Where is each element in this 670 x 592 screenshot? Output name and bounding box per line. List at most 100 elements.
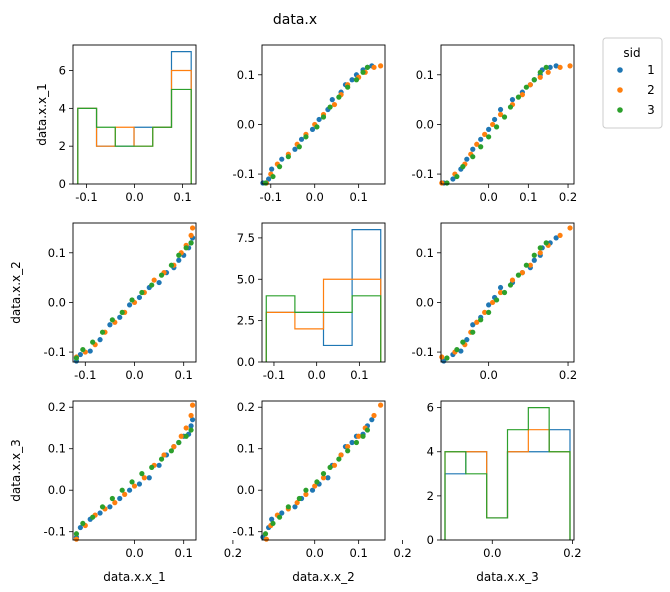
point-sid-3-13 — [364, 427, 371, 433]
legend-marker-sid-2 — [617, 87, 623, 93]
panel-x_3-vs-x_2: -0.1 0.0 0.1 0.2 0.0 0.1 0.2 — [233, 400, 412, 560]
point-sid-3-10 — [523, 262, 529, 268]
point-sid-3-5 — [303, 134, 309, 140]
point-sid-3-12 — [360, 433, 366, 439]
axes-frame — [72, 44, 197, 185]
point-sid-3-1 — [454, 173, 460, 180]
point-sid-3-5 — [486, 134, 492, 140]
y-tick-label: 0.1 — [416, 68, 434, 82]
point-sid-3-7 — [501, 114, 508, 120]
x-axis-label: data.x.x_1 — [103, 570, 166, 584]
axes-frame — [261, 222, 386, 363]
point-sid-2-9 — [519, 270, 525, 276]
point-sid-1-8 — [325, 475, 331, 481]
point-sid-3-11 — [176, 252, 182, 258]
legend-box — [602, 37, 663, 129]
point-sid-1-6 — [486, 126, 492, 132]
point-sid-3-6 — [314, 124, 320, 130]
point-sid-3-12 — [537, 69, 543, 75]
y-tick-label: -0.1 — [233, 167, 255, 181]
point-sid-1-12 — [531, 257, 537, 263]
y-tick-label: 2.5 — [237, 314, 255, 328]
point-sid-1-15 — [547, 64, 553, 70]
x-tick-label: 0.1 — [175, 368, 193, 382]
point-sid-1-1 — [77, 524, 83, 531]
x-tick-label: 0.0 — [483, 546, 501, 560]
point-sid-2-5 — [482, 309, 488, 315]
point-sid-2-14 — [567, 225, 573, 231]
point-sid-2-8 — [509, 277, 516, 283]
x-tick-label: 0.0 — [125, 368, 143, 382]
point-sid-3-13 — [543, 240, 549, 246]
point-sid-1-15 — [188, 423, 194, 429]
panel-x_2-vs-x_1: -0.1 0.0 0.1 -0.1 0.0 0.1 — [44, 222, 197, 382]
y-tick-label: 0.1 — [237, 68, 255, 82]
point-sid-1-5 — [117, 495, 123, 502]
point-sid-3-3 — [285, 504, 291, 510]
point-sid-3-8 — [327, 104, 333, 110]
point-sid-3-4 — [478, 144, 484, 150]
axes-frame — [72, 222, 197, 363]
point-sid-1-3 — [279, 510, 285, 516]
point-sid-3-8 — [149, 282, 155, 288]
point-sid-1-1 — [77, 351, 83, 358]
point-sid-3-11 — [531, 252, 537, 258]
x-tick-label: 0.0 — [479, 190, 497, 204]
point-sid-3-1 — [80, 346, 86, 353]
point-sid-3-0 — [73, 355, 80, 361]
point-sid-3-9 — [515, 94, 522, 100]
y-tick-label: -0.1 — [44, 345, 66, 359]
panel-x_3-vs-x_1: -0.1 0.0 0.1 0.2 0.0 0.1 0.2 — [44, 400, 243, 560]
axes-frame — [261, 400, 386, 541]
point-sid-3-4 — [296, 495, 302, 502]
axes-frame — [440, 400, 575, 541]
legend-entry-label: 3 — [647, 103, 655, 117]
y-tick-label: -0.1 — [233, 525, 255, 539]
point-sid-2-0 — [439, 180, 445, 186]
point-sid-1-9 — [329, 97, 335, 103]
point-sid-1-4 — [107, 322, 113, 328]
point-sid-2-11 — [178, 433, 184, 439]
point-sid-1-5 — [298, 136, 305, 142]
legend-title: sid — [623, 46, 640, 60]
point-sid-2-13 — [557, 232, 563, 239]
axes-frame — [440, 44, 575, 185]
point-sid-3-4 — [296, 144, 302, 150]
point-sid-1-5 — [117, 314, 123, 320]
point-sid-3-10 — [523, 84, 529, 90]
y-tick-label: 0.2 — [237, 400, 255, 414]
point-sid-1-4 — [470, 322, 476, 328]
point-sid-3-9 — [158, 456, 165, 462]
point-sid-3-6 — [314, 479, 320, 485]
x-tick-label: 0.2 — [559, 190, 577, 204]
point-sid-3-7 — [320, 471, 327, 477]
point-sid-1-3 — [464, 337, 470, 343]
point-sid-3-10 — [345, 448, 351, 454]
panel-x_2-vs-x_3: -0.1 0.0 0.1 0.0 0.2 — [412, 222, 577, 382]
x-tick-label: 0.2 — [393, 546, 411, 560]
panel-x_1-vs-x_2: -0.1 0.0 0.1 -0.1 0.0 0.1 — [233, 44, 386, 204]
point-sid-3-9 — [515, 272, 522, 278]
point-sid-1-6 — [126, 487, 133, 493]
point-sid-1-3 — [464, 156, 470, 162]
y-axis-label: data.x.x_2 — [9, 261, 23, 324]
legend-entry-label: 2 — [647, 83, 655, 97]
point-sid-1-7 — [316, 116, 322, 123]
y-tick-label: 0.0 — [416, 295, 434, 309]
point-sid-3-1 — [270, 520, 276, 527]
point-sid-3-13 — [188, 240, 194, 246]
x-tick-label: 0.1 — [175, 546, 193, 560]
y-tick-label: 0.0 — [237, 483, 255, 497]
point-sid-2-9 — [519, 92, 525, 98]
point-sid-3-8 — [507, 282, 514, 288]
point-sid-3-6 — [129, 479, 135, 485]
point-sid-3-3 — [470, 329, 476, 335]
point-sid-2-10 — [345, 444, 351, 450]
point-sid-3-10 — [345, 84, 351, 90]
axes-frame — [261, 44, 386, 185]
point-sid-1-8 — [146, 475, 152, 481]
point-sid-1-6 — [126, 302, 133, 308]
x-tick-label: -0.1 — [74, 368, 96, 382]
point-sid-3-3 — [470, 154, 476, 160]
x-tick-label: 0.0 — [308, 368, 326, 382]
